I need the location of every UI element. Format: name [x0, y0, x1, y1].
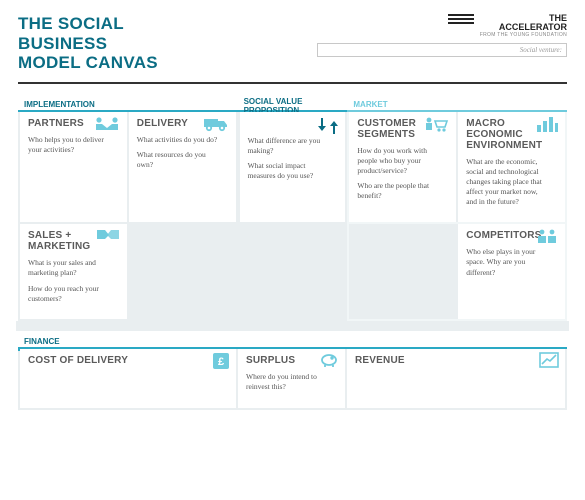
svp-cell: What difference are you making? What soc…	[240, 112, 346, 223]
competitors-q1: Who else plays in your space. Why are yo…	[466, 247, 550, 277]
bar-chart-icon	[535, 116, 559, 134]
cost-heading: COST OF DELIVERY	[28, 355, 168, 366]
piggy-icon	[319, 352, 339, 368]
empty-cell-3	[349, 224, 458, 319]
header: THE SOCIAL BUSINESS MODEL CANVAS THE ACC…	[18, 14, 567, 79]
sales-q2: How do you reach your customers?	[28, 284, 112, 304]
section-gap	[16, 321, 569, 331]
implementation-region-2: SALES + MARKETING What is your sales and…	[18, 224, 238, 321]
cost-cell: COST OF DELIVERY £	[20, 349, 238, 407]
competitors-heading: COMPETITORS	[466, 230, 530, 241]
tab-market: MARKET	[347, 94, 567, 112]
surplus-heading: SURPLUS	[246, 355, 310, 366]
segments-q2: Who are the people that benefit?	[357, 181, 441, 201]
macro-q1: What are the economic, social and techno…	[466, 157, 550, 208]
brand-subtitle: FROM THE YOUNG FOUNDATION	[480, 33, 567, 38]
surplus-cell: SURPLUS Where do you intend to reinvest …	[238, 349, 347, 407]
venture-input[interactable]: Social venture:	[317, 43, 567, 57]
partners-q1: Who helps you to deliver your activities…	[28, 135, 112, 155]
header-divider	[18, 82, 567, 84]
empty-cell-1	[129, 224, 236, 319]
tab-svp: SOCIAL VALUE PROPOSITION	[238, 94, 348, 112]
delivery-q1: What activities do you do?	[137, 135, 221, 145]
svp-q2: What social impact measures do you use?	[248, 161, 331, 181]
page-title: THE SOCIAL BUSINESS MODEL CANVAS	[18, 14, 211, 73]
revenue-cell: REVENUE	[347, 349, 565, 407]
growth-chart-icon	[539, 352, 559, 368]
finance-region: COST OF DELIVERY £ SURPLUS Where do you …	[18, 349, 567, 409]
handshake-icon	[93, 116, 121, 132]
partners-heading: PARTNERS	[28, 118, 92, 129]
svp-region: What difference are you making? What soc…	[238, 112, 348, 225]
brand-name: THE ACCELERATOR FROM THE YOUNG FOUNDATIO…	[480, 14, 567, 38]
brand-block: THE ACCELERATOR FROM THE YOUNG FOUNDATIO…	[211, 14, 567, 57]
delivery-cell: DELIVERY What activities do you do? What…	[129, 112, 236, 223]
tab-implementation: IMPLEMENTATION	[18, 94, 238, 112]
competitors-cell: COMPETITORS Who else plays in your space…	[458, 224, 565, 319]
market-region: CUSTOMER SEGMENTS How do you work with p…	[347, 112, 567, 225]
surplus-q1: Where do you intend to reinvest this?	[246, 372, 323, 392]
market-region-2: COMPETITORS Who else plays in your space…	[347, 224, 567, 321]
svg-text:£: £	[218, 356, 224, 368]
handshake-icon-2	[95, 228, 121, 242]
segments-q1: How do you work with people who buy your…	[357, 146, 441, 176]
sales-cell: SALES + MARKETING What is your sales and…	[20, 224, 129, 319]
macro-heading: MACRO ECONOMIC ENVIRONMENT	[466, 118, 530, 151]
segments-cell: CUSTOMER SEGMENTS How do you work with p…	[349, 112, 458, 223]
delivery-q2: What resources do you own?	[137, 150, 221, 170]
truck-icon	[202, 116, 230, 132]
svp-q1: What difference are you making?	[248, 136, 331, 156]
sales-q1: What is your sales and marketing plan?	[28, 258, 112, 278]
people-icon	[535, 228, 559, 244]
arrows-icon	[317, 116, 339, 136]
pound-icon: £	[212, 352, 230, 370]
svp-region-2	[238, 224, 348, 321]
title-line-1: THE SOCIAL BUSINESS	[18, 14, 124, 53]
cart-icon	[424, 116, 450, 134]
delivery-heading: DELIVERY	[137, 118, 201, 129]
sales-heading: SALES + MARKETING	[28, 230, 92, 252]
revenue-heading: REVENUE	[355, 355, 496, 366]
brand-bars-icon	[448, 14, 474, 26]
macro-cell: MACRO ECONOMIC ENVIRONMENT What are the …	[458, 112, 565, 223]
segments-heading: CUSTOMER SEGMENTS	[357, 118, 421, 140]
tab-finance: FINANCE	[18, 331, 567, 349]
title-line-2: MODEL CANVAS	[18, 53, 158, 72]
empty-cell-2	[240, 224, 346, 319]
partners-cell: PARTNERS Who helps you to deliver your a…	[20, 112, 129, 223]
implementation-region: PARTNERS Who helps you to deliver your a…	[18, 112, 238, 225]
